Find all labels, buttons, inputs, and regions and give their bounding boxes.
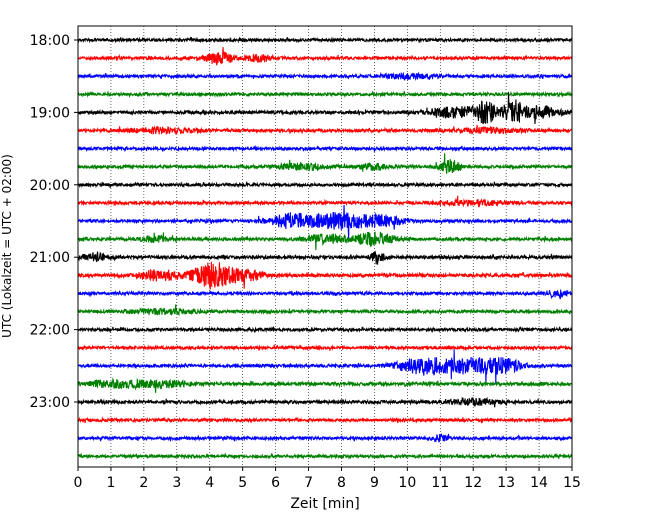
seismic-trace-2200 xyxy=(77,326,573,334)
seismic-trace-1930 xyxy=(77,145,573,153)
y-tick-label: 20:00 xyxy=(30,178,70,194)
plot-frame xyxy=(77,25,573,468)
seismic-trace-2100 xyxy=(77,250,573,265)
seismic-trace-2300 xyxy=(77,396,573,408)
x-tick-label: 8 xyxy=(337,475,346,491)
seismic-trace-1800 xyxy=(77,36,573,44)
seismic-trace-2230 xyxy=(77,349,573,385)
y-tick-label: 19:00 xyxy=(30,105,70,121)
x-tick-label: 6 xyxy=(271,475,280,491)
x-tick-label: 13 xyxy=(497,475,515,491)
seismic-trace-2130 xyxy=(77,289,573,300)
x-axis-label: Zeit [min] xyxy=(290,496,359,512)
seismic-trace-2115 xyxy=(77,261,573,290)
y-tick-label: 18:00 xyxy=(30,33,70,49)
seismic-trace-1915 xyxy=(77,124,573,136)
y-axis-ticks: 18:00 19:00 20:00 21:00 22:00 23:00 xyxy=(30,33,78,411)
seismic-trace-1815 xyxy=(77,47,573,66)
seismic-trace-1830 xyxy=(77,71,573,81)
seismic-trace-2215 xyxy=(77,343,573,352)
x-tick-label: 10 xyxy=(398,475,416,491)
seismic-trace-2145 xyxy=(77,304,573,317)
seismic-trace-2330 xyxy=(77,433,573,443)
x-tick-label: 14 xyxy=(530,475,548,491)
seismic-trace-1845 xyxy=(77,90,573,98)
seismic-trace-2030 xyxy=(77,205,573,239)
x-tick-label: 0 xyxy=(74,475,83,491)
x-tick-label: 1 xyxy=(106,475,115,491)
x-tick-label: 3 xyxy=(172,475,181,491)
seismic-trace-1945 xyxy=(77,153,573,174)
seismic-trace-2245 xyxy=(77,377,573,393)
x-tick-label: 4 xyxy=(205,475,214,491)
x-axis-ticks: 0 1 2 3 4 5 6 7 8 9 10 11 12 13 14 15 xyxy=(74,467,581,491)
seismic-trace-2000 xyxy=(77,181,573,189)
seismic-trace-2315 xyxy=(77,416,573,424)
x-tick-label: 5 xyxy=(238,475,247,491)
seismic-trace-1900 xyxy=(77,91,573,125)
seismic-trace-2045 xyxy=(77,231,573,251)
x-tick-label: 11 xyxy=(431,475,449,491)
x-tick-label: 15 xyxy=(563,475,581,491)
y-tick-label: 23:00 xyxy=(30,395,70,411)
x-tick-label: 9 xyxy=(370,475,379,491)
seismic-trace-2345 xyxy=(77,452,573,460)
y-tick-label: 22:00 xyxy=(30,323,70,339)
seismic-trace-2015 xyxy=(77,195,573,208)
x-tick-label: 2 xyxy=(139,475,148,491)
y-axis-label: UTC (Lokalzeit = UTC + 02:00) xyxy=(0,154,14,338)
seismic-traces xyxy=(77,36,573,460)
x-tick-label: 12 xyxy=(464,475,482,491)
x-tick-label: 7 xyxy=(304,475,313,491)
y-tick-label: 21:00 xyxy=(30,250,70,266)
